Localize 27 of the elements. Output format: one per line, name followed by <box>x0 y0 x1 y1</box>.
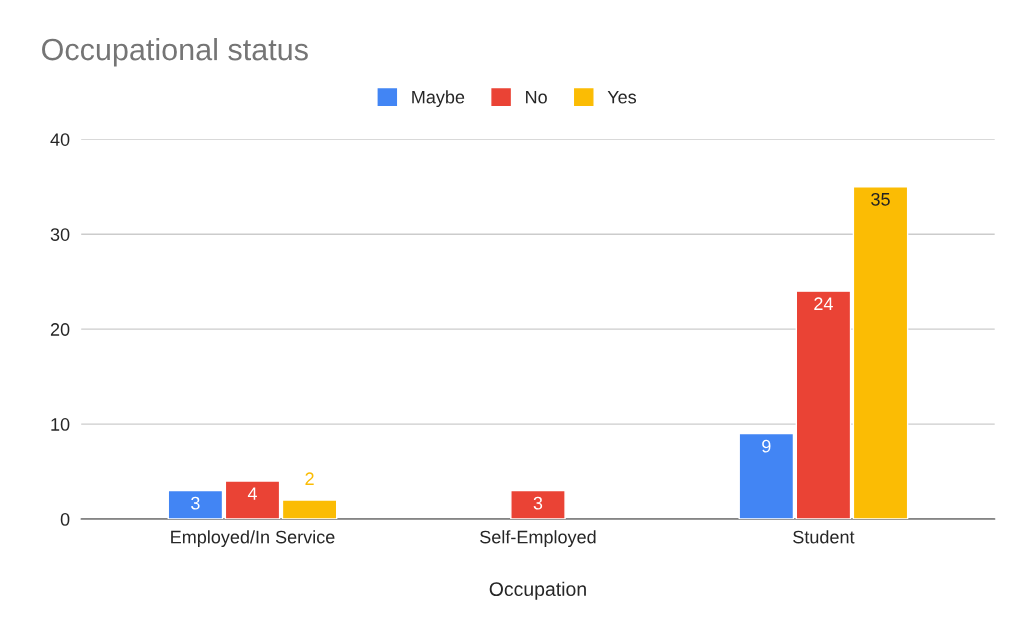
y-tick-label: 40 <box>50 133 70 146</box>
bar <box>167 489 224 520</box>
x-tick-label: Employed/In Service <box>171 530 335 547</box>
bar <box>510 489 566 520</box>
bar <box>852 186 909 520</box>
x-tick-label: Self-Employed <box>480 530 596 547</box>
data-label: 4 <box>247 487 257 500</box>
bar <box>795 290 852 520</box>
y-tick-label: 30 <box>50 228 70 241</box>
bar <box>281 499 338 520</box>
legend-label: Maybe <box>412 90 465 108</box>
data-label: 3 <box>533 496 543 510</box>
data-label: 2 <box>305 472 314 485</box>
chart-title: Occupational status <box>42 37 308 67</box>
legend-label: Yes <box>607 90 637 104</box>
bar <box>224 480 281 520</box>
y-tick-label: 10 <box>51 418 70 431</box>
x-tick-label: Student <box>793 530 855 544</box>
x-axis-title: Occupation <box>489 581 586 600</box>
y-tick-label: 0 <box>60 512 70 526</box>
bar <box>738 432 795 520</box>
y-tick-label: 20 <box>50 323 70 336</box>
data-label: 3 <box>191 496 200 510</box>
legend-label: No <box>526 90 547 104</box>
data-label: 24 <box>814 297 833 310</box>
data-label: 35 <box>871 192 890 206</box>
data-label: 9 <box>762 439 771 453</box>
